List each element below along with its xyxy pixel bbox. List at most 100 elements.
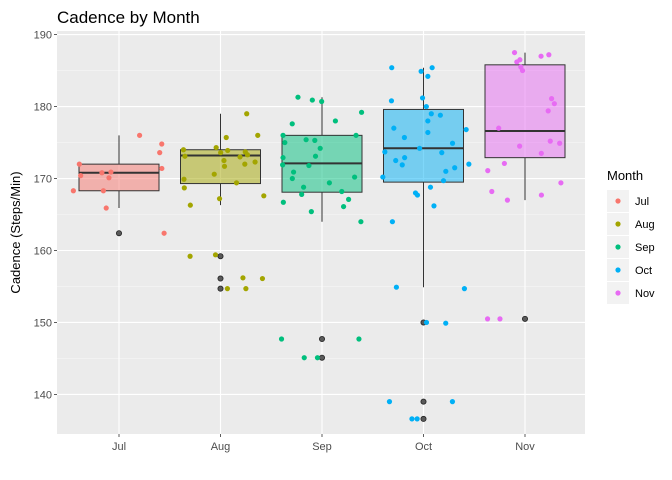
data-point <box>380 174 386 180</box>
data-point <box>517 143 523 149</box>
data-point <box>242 161 248 167</box>
axes: 140 150 160 170 180 190 Jul Aug Sep Oct Nov <box>34 30 536 453</box>
outlier-point <box>217 275 224 282</box>
data-point <box>303 137 309 143</box>
data-point <box>485 168 491 174</box>
x-tick-label: Sep <box>312 441 332 453</box>
data-point <box>136 132 143 138</box>
data-point <box>108 169 114 175</box>
data-point <box>182 153 188 159</box>
data-point <box>402 155 408 161</box>
data-point <box>319 98 325 105</box>
data-point <box>78 173 84 179</box>
data-point <box>538 53 544 59</box>
legend: Month Jul Aug Sep Oct Nov <box>607 168 655 304</box>
box-nov <box>484 64 566 159</box>
box-jul <box>78 163 160 192</box>
data-point <box>282 139 288 146</box>
data-point <box>309 97 315 103</box>
data-point <box>519 67 526 74</box>
data-point <box>300 184 307 190</box>
data-point <box>425 118 431 124</box>
x-tick-label: Oct <box>415 441 432 453</box>
outlier-point <box>318 336 325 343</box>
data-point <box>213 144 219 151</box>
data-point <box>244 152 251 158</box>
x-tick-label: Aug <box>211 441 231 453</box>
data-point <box>496 125 502 131</box>
data-point <box>443 320 449 326</box>
data-point <box>419 95 426 101</box>
data-point <box>306 162 312 169</box>
data-point <box>243 286 249 292</box>
data-point <box>538 192 545 198</box>
data-point <box>280 162 286 168</box>
y-tick-label: 190 <box>34 30 52 42</box>
y-axis-title: Cadence (Steps/Min) <box>8 171 23 293</box>
outlier-point <box>116 230 123 237</box>
chart-title: Cadence by Month <box>57 8 200 27</box>
data-point <box>439 150 445 156</box>
outlier-point <box>522 315 529 322</box>
data-point <box>187 253 193 259</box>
data-point <box>314 355 321 361</box>
data-point <box>221 157 227 164</box>
data-point <box>428 111 434 117</box>
data-point <box>358 219 364 225</box>
data-point <box>103 205 109 211</box>
data-point <box>514 59 520 65</box>
data-point <box>425 73 431 79</box>
data-point <box>100 188 106 194</box>
outlier-point <box>217 285 224 292</box>
data-point <box>558 180 564 186</box>
data-point <box>423 103 429 110</box>
data-point <box>425 129 431 136</box>
data-point <box>437 112 443 118</box>
data-point <box>278 336 285 342</box>
data-point <box>252 159 258 165</box>
data-point <box>484 316 491 322</box>
data-point <box>301 355 307 361</box>
data-point <box>393 157 399 164</box>
data-point <box>466 161 472 167</box>
data-point <box>339 188 345 195</box>
legend-label: Sep <box>635 242 655 254</box>
data-point <box>401 134 408 141</box>
data-point <box>547 138 553 144</box>
data-point <box>501 160 507 167</box>
y-tick-label: 180 <box>34 102 52 114</box>
outlier-point <box>217 253 224 260</box>
legend-label: Aug <box>635 219 655 231</box>
x-tick-label: Nov <box>515 441 535 453</box>
legend-label: Oct <box>635 265 652 277</box>
data-point <box>417 145 423 151</box>
data-point <box>106 175 112 181</box>
data-point <box>358 109 365 115</box>
data-point <box>399 162 405 168</box>
y-tick-label: 150 <box>34 317 52 329</box>
data-point <box>461 286 468 292</box>
box-oct <box>383 108 464 183</box>
legend-marker <box>615 267 621 273</box>
data-point <box>290 169 297 175</box>
data-point <box>159 141 165 147</box>
data-point <box>429 65 435 71</box>
jitter-point-layer <box>70 49 564 422</box>
data-point <box>221 163 228 169</box>
data-point <box>244 111 250 117</box>
data-point <box>76 161 82 167</box>
data-point <box>233 180 240 186</box>
x-tick-label: Jul <box>112 441 126 453</box>
outlier-point <box>420 415 427 422</box>
data-point <box>157 150 163 156</box>
data-point <box>70 188 76 194</box>
legend-label: Nov <box>635 288 655 300</box>
data-point <box>353 132 359 138</box>
data-point <box>218 150 224 156</box>
data-point <box>237 154 243 160</box>
data-point <box>497 316 503 322</box>
data-point <box>409 416 415 422</box>
data-point <box>240 275 246 281</box>
data-point <box>418 68 424 74</box>
